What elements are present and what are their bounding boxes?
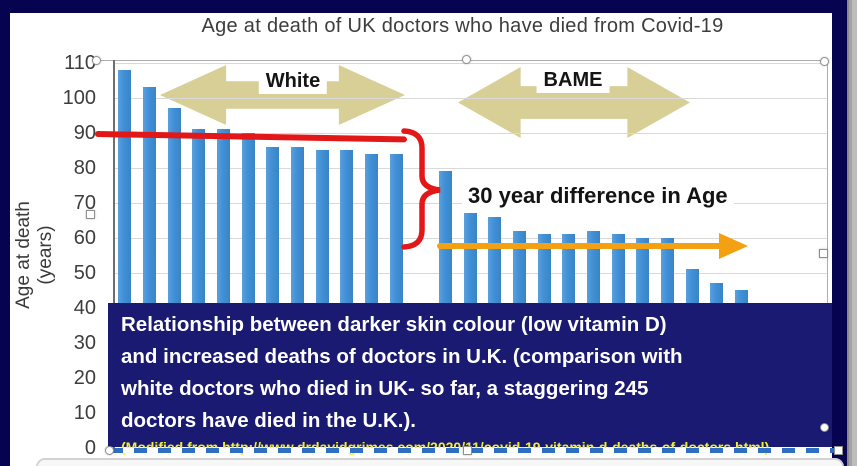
slide-frame-top bbox=[0, 0, 847, 13]
slide-frame-right bbox=[832, 0, 847, 466]
caption-line: doctors have died in the U.K.). bbox=[121, 409, 417, 432]
chart-handle-top-left[interactable] bbox=[92, 56, 101, 65]
gridline-90 bbox=[114, 132, 827, 134]
red-brace-path bbox=[401, 128, 441, 250]
orange-arrow-shaft[interactable] bbox=[437, 243, 721, 249]
orange-arrow-head-icon bbox=[719, 233, 748, 259]
y-tick-label-90: 90 bbox=[73, 121, 96, 144]
plot-right-border bbox=[827, 60, 828, 428]
red-brace-shape[interactable] bbox=[398, 126, 454, 256]
caption-textbox[interactable]: Relationship between darker skin colour … bbox=[108, 303, 832, 455]
y-tick-label-70: 70 bbox=[73, 191, 96, 214]
red-underline-shape[interactable] bbox=[94, 131, 408, 143]
y-tick-label-0: 0 bbox=[84, 436, 96, 459]
slide-frame-left bbox=[0, 0, 10, 466]
y-tick-label-20: 20 bbox=[73, 366, 96, 389]
caption-line: and increased deaths of doctors in U.K. … bbox=[121, 345, 683, 368]
textbox-handle-bottom-left[interactable] bbox=[105, 446, 114, 455]
y-tick-label-40: 40 bbox=[73, 296, 96, 319]
textbox-selection-border[interactable] bbox=[110, 448, 842, 453]
y-tick-label-60: 60 bbox=[73, 226, 96, 249]
y-tick-label-80: 80 bbox=[73, 156, 96, 179]
textbox-handle-bottom-center[interactable] bbox=[463, 446, 472, 455]
difference-text[interactable]: 30 year difference in Age bbox=[462, 181, 734, 211]
right-scrollbar-strip[interactable] bbox=[847, 0, 857, 466]
gridline-100 bbox=[114, 97, 827, 99]
y-tick-label-110: 110 bbox=[64, 51, 96, 74]
gridline-110 bbox=[114, 62, 827, 64]
bottom-panel-edge bbox=[36, 458, 844, 466]
y-tick-label-100: 100 bbox=[62, 86, 96, 109]
caption-line: white doctors who died in UK- so far, a … bbox=[121, 377, 649, 400]
white-arrow-label[interactable]: White bbox=[258, 69, 328, 94]
y-tick-label-30: 30 bbox=[73, 331, 96, 354]
textbox-handle-bottom-right[interactable] bbox=[834, 446, 843, 455]
caption-line: Relationship between darker skin colour … bbox=[121, 313, 667, 336]
gridline-80 bbox=[114, 167, 827, 169]
y-axis-line bbox=[113, 60, 115, 448]
chart-handle-top-right[interactable] bbox=[820, 57, 829, 66]
chart-handle-bottom-right[interactable] bbox=[820, 423, 829, 432]
y-tick-label-50: 50 bbox=[73, 261, 96, 284]
y-tick-label-10: 10 bbox=[73, 401, 96, 424]
chart-handle-top-center[interactable] bbox=[462, 55, 471, 64]
chart-handle-right-middle[interactable] bbox=[819, 249, 828, 258]
chart-handle-left-middle[interactable] bbox=[86, 210, 95, 219]
chart-title: Age at death of UK doctors who have died… bbox=[201, 15, 724, 37]
bame-arrow-label[interactable]: BAME bbox=[536, 68, 610, 93]
